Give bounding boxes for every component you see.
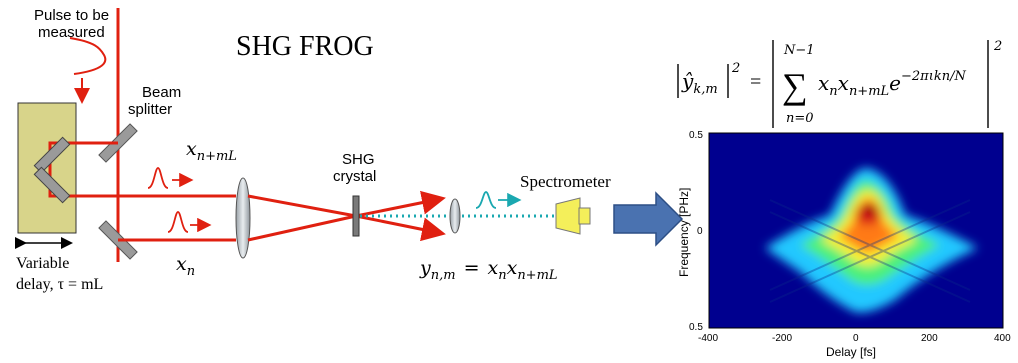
y-tick-top: 0.5 — [689, 130, 703, 141]
pulse-label-line1: Pulse to be — [34, 7, 109, 24]
trace-orange-layer — [838, 198, 900, 253]
lower-converging-beam — [247, 214, 357, 242]
y-tick-bottom: 0.5 — [689, 322, 703, 333]
lower-diverging-beam — [355, 214, 446, 242]
svg-text:xnxn+mLe−2πιkn/N: xnxn+mLe−2πιkn/N — [818, 69, 966, 99]
x-tick-3: 200 — [921, 333, 938, 344]
trace-dark-core — [864, 205, 876, 215]
svg-text:∑: ∑ — [782, 66, 808, 106]
delay-mirror-bottom — [33, 166, 71, 204]
variable-delay-line2: delay, τ = mL — [16, 276, 103, 293]
frog-formula: ŷk,m 2 = N−1 ∑ n=0 xnxn+mLe−2πιkn/N 2 — [677, 39, 1002, 128]
shg-label-line2: crystal — [333, 168, 376, 185]
splitter-label-line1: Beam — [142, 84, 181, 101]
spectrometer-icon — [555, 197, 581, 235]
svg-text:2: 2 — [731, 61, 740, 76]
shg-pulse-icon — [475, 191, 497, 209]
pulse-label-line2: measured — [38, 24, 105, 41]
x-tick-2: 0 — [853, 333, 859, 344]
heatmap-blobs — [765, 168, 978, 313]
spectrometer-label: Spectrometer — [520, 172, 611, 191]
x-n-plus-mL-label: xn+mL — [186, 138, 237, 164]
big-flow-arrow — [613, 191, 684, 247]
spectrometer-detector — [578, 207, 591, 225]
delayed-pulse-icon — [147, 167, 169, 189]
x-tick-0: -400 — [698, 333, 718, 344]
x-axis-label: Delay [fs] — [826, 345, 876, 359]
x-n-label: xn — [176, 253, 195, 279]
svg-text:n=0: n=0 — [786, 111, 814, 126]
diagram-title: SHG FROG — [236, 31, 374, 62]
upper-converging-beam — [247, 194, 357, 218]
frog-trace-chart: 0.5 0 0.5 -400 -200 0 200 400 Delay [fs]… — [677, 130, 1011, 359]
svg-text:=: = — [750, 71, 761, 93]
svg-text:2: 2 — [993, 39, 1002, 54]
delay-mirror-top — [33, 136, 71, 174]
input-pulse-icon — [69, 37, 107, 75]
chart-frame — [708, 132, 1004, 329]
delay-stage — [17, 102, 77, 234]
direct-pulse-icon — [167, 211, 189, 233]
variable-delay-line1: Variable — [16, 255, 69, 272]
svg-text:ŷk,m: ŷk,m — [681, 69, 718, 97]
y-tick-mid: 0 — [697, 226, 703, 237]
upper-diverging-beam — [355, 190, 446, 218]
shg-label-line1: SHG — [342, 151, 375, 168]
retro-beam-path — [48, 141, 236, 198]
focusing-lens — [235, 177, 251, 259]
shg-crystal — [352, 195, 360, 237]
x-tick-4: 400 — [994, 333, 1011, 344]
heatmap-fringes — [769, 199, 971, 303]
y-equation: yn,m = xnxn+mL — [419, 257, 558, 283]
splitter-label-line2: splitter — [128, 101, 172, 118]
x-tick-1: -200 — [772, 333, 792, 344]
svg-text:N−1: N−1 — [783, 43, 815, 58]
y-axis-label: Frequency [PHz] — [677, 188, 691, 277]
collimating-lens — [449, 198, 461, 234]
